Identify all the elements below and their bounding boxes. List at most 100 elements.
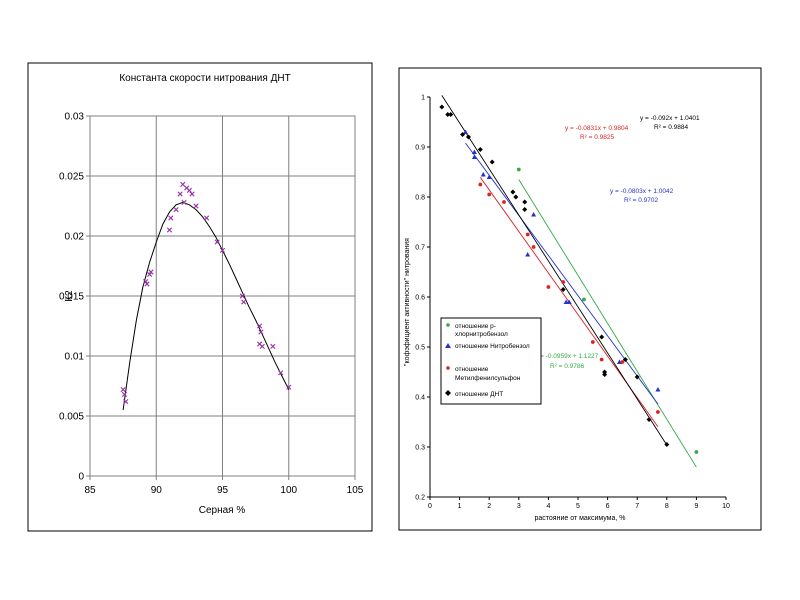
left-data-point [270, 343, 276, 349]
right-y-tick-label: 0.2 [415, 495, 425, 502]
trendline [518, 179, 697, 468]
right-data-point [599, 357, 604, 362]
right-x-tick-label: 5 [576, 503, 580, 510]
right-data-point [582, 297, 586, 302]
right-x-axis-label: растояние от максимума, % [535, 515, 626, 522]
left-y-axis-label: К2 [64, 290, 75, 302]
right-y-tick-label: 1 [421, 95, 425, 102]
right-data-point [439, 104, 445, 110]
left-gridlines [90, 116, 355, 476]
right-data-point [502, 200, 506, 204]
right-x-tick-label: 10 [722, 503, 730, 510]
red-r2: R² = 0.9825 [580, 134, 615, 141]
green-r2: R² = 0.9786 [550, 363, 585, 370]
right-x-tick-label: 7 [635, 503, 639, 510]
legend-box [440, 317, 542, 405]
legend-label-green-2: хлорнитробензол [455, 330, 508, 338]
right-y-ticks: 0.2 0.3 0.4 0.5 0.6 0.7 0.8 0.9 1 [415, 95, 430, 502]
left-x-tick-label: 100 [280, 485, 297, 496]
right-data-point [522, 207, 528, 212]
left-data-point [120, 387, 126, 393]
left-x-tick-label: 95 [217, 485, 229, 496]
left-data-point [214, 239, 220, 245]
right-data-point [546, 285, 551, 289]
right-x-tick-label: 9 [694, 503, 698, 510]
right-data-point [471, 149, 477, 154]
black-equation: y = -0.092x + 1.0401 [640, 115, 700, 122]
left-y-tick-label: 0.005 [59, 412, 84, 423]
left-data-point [168, 215, 174, 221]
right-data-point [465, 134, 471, 140]
legend-red-marker [446, 366, 450, 370]
right-y-tick-label: 0.7 [415, 245, 425, 252]
green-equation: y = -0.0959x + 1.1227 [535, 353, 599, 360]
right-y-tick-label: 0.3 [415, 445, 425, 452]
left-data-point [173, 207, 179, 213]
legend-black-marker [445, 390, 451, 396]
right-y-tick-label: 0.6 [415, 295, 425, 302]
left-data-points [120, 181, 292, 405]
right-data-point [478, 182, 483, 187]
right-x-tick-label: 3 [517, 503, 521, 510]
left-y-tick-label: 0.015 [59, 292, 84, 303]
left-data-point [193, 203, 199, 209]
left-data-point [121, 391, 128, 397]
right-x-tick-label: 8 [665, 503, 669, 510]
black-r2: R² = 0.9884 [654, 124, 689, 131]
left-data-point [186, 187, 192, 193]
right-x-tick-label: 0 [428, 503, 432, 510]
right-y-tick-label: 0.9 [415, 145, 425, 152]
right-data-point [620, 360, 625, 364]
right-data-point [646, 417, 652, 422]
left-data-point [204, 215, 210, 221]
right-data-point [525, 252, 531, 257]
left-data-point [180, 181, 186, 187]
right-x-tick-label: 2 [487, 503, 491, 510]
blue-r2: R² = 0.9702 [624, 197, 659, 204]
legend-label-green-1: отношение р- [455, 323, 496, 330]
right-data-point [664, 442, 670, 447]
legend-label-black: отношение ДНТ [455, 391, 503, 398]
left-data-point [189, 191, 195, 197]
right-data-point [487, 192, 492, 197]
right-y-tick-label: 0.4 [415, 395, 425, 402]
red-equation: y = -0.0831x + 0.9804 [565, 125, 629, 132]
right-x-ticks: 0 1 2 3 4 5 6 7 8 9 10 [428, 497, 730, 510]
legend-label-red-2: Метилфенилсульфон [455, 375, 521, 382]
left-x-ticks: 85 90 95 100 105 [84, 476, 364, 496]
right-data-point [599, 334, 605, 340]
right-data-point [525, 232, 530, 237]
right-data-point [522, 199, 528, 205]
left-data-point [143, 279, 149, 285]
right-y-tick-label: 0.8 [415, 195, 425, 202]
right-data-point [445, 112, 451, 117]
left-y-tick-label: 0.02 [65, 232, 85, 243]
right-x-tick-label: 4 [546, 503, 550, 510]
legend-label-red-1: отношение [455, 366, 489, 373]
right-legend: отношение р- хлорнитробензол отношение Н… [440, 317, 542, 405]
right-data-point [531, 212, 537, 217]
right-data-point [510, 189, 516, 195]
left-data-point [148, 269, 154, 275]
right-data-point [622, 357, 628, 362]
left-data-point [147, 271, 153, 277]
left-y-tick-label: 0.025 [59, 172, 84, 183]
left-data-point [286, 384, 292, 390]
right-data-point [694, 450, 699, 454]
right-x-tick-label: 1 [458, 503, 462, 510]
left-x-tick-label: 90 [151, 485, 163, 496]
left-x-tick-label: 105 [347, 485, 364, 496]
left-x-axis-label: Серная % [199, 505, 246, 516]
right-data-point [616, 359, 622, 364]
right-data-point [561, 280, 566, 284]
left-y-ticks: 0 0.005 0.01 0.015 0.02 0.025 0.03 [59, 112, 90, 483]
blue-equation: y = -0.0803x + 1.0042 [610, 188, 674, 195]
right-data-point [655, 387, 661, 392]
right-data-points [439, 104, 699, 454]
right-data-point [602, 372, 608, 377]
legend-green-marker [446, 323, 450, 327]
legend-blue-marker [445, 343, 451, 348]
left-data-point [239, 293, 245, 299]
right-data-point [634, 374, 640, 380]
left-y-tick-label: 0 [78, 472, 84, 483]
